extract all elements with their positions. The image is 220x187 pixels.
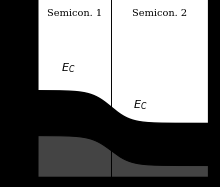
Text: $E_C$: $E_C$ [61, 61, 75, 75]
Polygon shape [111, 0, 208, 123]
Text: Semicon. 2: Semicon. 2 [132, 9, 187, 18]
Text: $E_C$: $E_C$ [133, 98, 148, 112]
Polygon shape [111, 151, 208, 177]
Text: Semicon. 1: Semicon. 1 [47, 9, 102, 18]
Polygon shape [38, 0, 111, 107]
Polygon shape [38, 136, 111, 177]
